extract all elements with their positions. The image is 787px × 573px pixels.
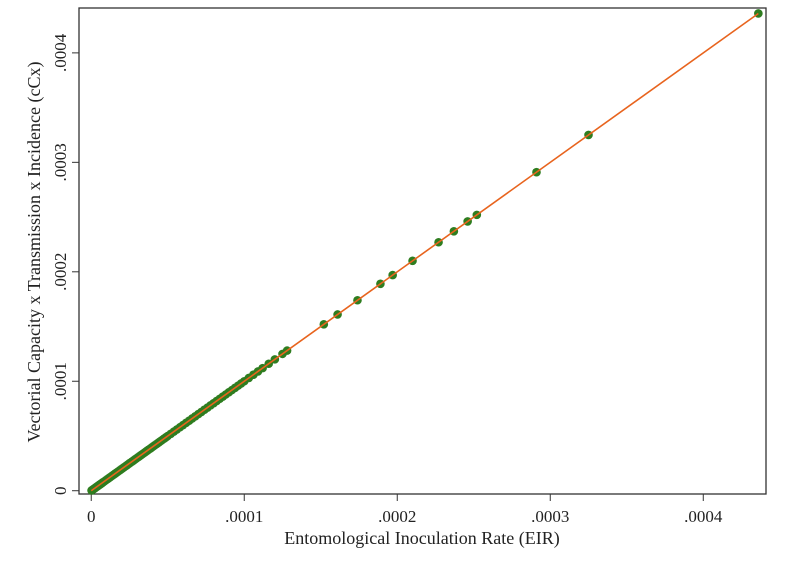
x-axis-ticks: 0 .0001 .0002 .0003 .0004 [87,494,723,526]
y-tick-label: .0004 [51,33,70,72]
y-axis-ticks: 0 .0001 .0002 .0003 .0004 [51,33,79,495]
y-tick-label: 0 [51,486,70,495]
y-axis-label: Vectorial Capacity x Transmission x Inci… [24,62,45,443]
y-tick-label: .0002 [51,253,70,291]
y-tick-label: .0001 [51,362,70,400]
x-tick-label: 0 [87,507,96,526]
x-tick-label: .0003 [531,507,569,526]
x-tick-label: .0004 [684,507,723,526]
plot-area-frame [78,7,767,495]
x-tick-label: .0001 [225,507,263,526]
x-tick-label: .0002 [378,507,416,526]
y-tick-label: .0003 [51,143,70,181]
x-axis-label: Entomological Inoculation Rate (EIR) [284,528,559,549]
fit-line [90,12,759,492]
